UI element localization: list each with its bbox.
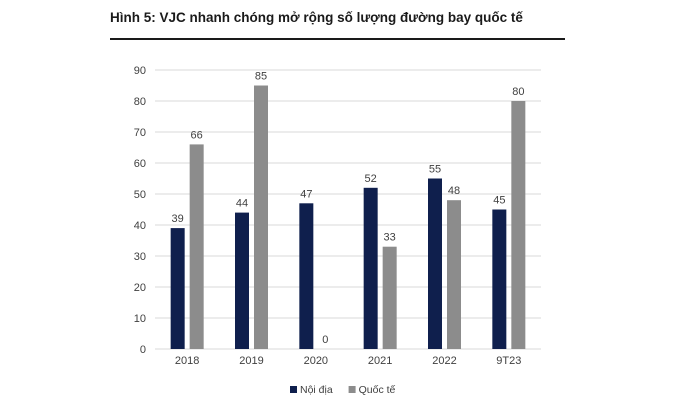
x-tick-label: 2022 [432,355,456,367]
data-label: 55 [429,164,441,176]
data-label: 0 [322,334,328,346]
data-label: 44 [236,198,248,210]
y-tick-label: 80 [134,96,146,108]
y-tick-label: 0 [140,344,146,356]
bars [170,85,526,349]
data-label: 45 [493,195,505,207]
data-label: 52 [365,173,377,185]
legend: Nội địa Quốc tế [290,384,396,396]
legend-swatch [348,386,356,393]
x-tick-label: 2020 [304,355,328,367]
y-tick-label: 70 [134,127,146,139]
bar-domestic-2020 [299,203,314,349]
data-labels: 39 66 44 85 47 0 52 33 55 48 45 80 [172,71,525,347]
y-tick-label: 20 [134,282,146,294]
legend-swatch [290,386,297,393]
bar-domestic-2019 [235,212,249,349]
data-label: 39 [172,213,184,225]
bar-international-2022 [447,200,461,349]
bar-international-2021 [382,246,397,349]
legend-label: Nội địa [300,384,333,396]
data-label: 48 [448,185,460,197]
bar-international-2018 [189,144,204,349]
x-axis-tick-labels: 2018 2019 2020 2021 2022 9T23 [175,355,521,367]
bar-domestic-9T23 [492,209,507,349]
y-tick-label: 90 [134,65,146,77]
data-label: 47 [300,188,312,200]
x-tick-label: 2021 [368,355,392,367]
x-tick-label: 9T23 [496,355,521,367]
title-divider [110,38,565,40]
data-label: 66 [191,129,203,141]
bar-international-9T23 [511,101,526,349]
y-tick-label: 60 [134,158,146,170]
x-tick-label: 2018 [175,355,199,367]
data-label: 33 [384,232,396,244]
legend-label: Quốc tế [359,384,396,396]
data-label: 85 [255,71,267,83]
bar-domestic-2021 [363,187,378,349]
bar-international-2019 [254,85,268,349]
y-tick-label: 10 [134,313,146,325]
figure-title: Hình 5: VJC nhanh chóng mở rộng số lượng… [110,10,523,25]
bar-domestic-2018 [170,228,185,349]
bar-domestic-2022 [428,178,442,349]
x-tick-label: 2019 [239,355,263,367]
y-tick-label: 30 [134,251,146,263]
data-label: 80 [512,86,524,98]
y-tick-label: 50 [134,189,146,201]
gridlines [155,69,541,350]
y-axis-tick-labels: 0 10 20 30 40 50 60 70 80 90 [134,65,146,356]
y-tick-label: 40 [134,220,146,232]
